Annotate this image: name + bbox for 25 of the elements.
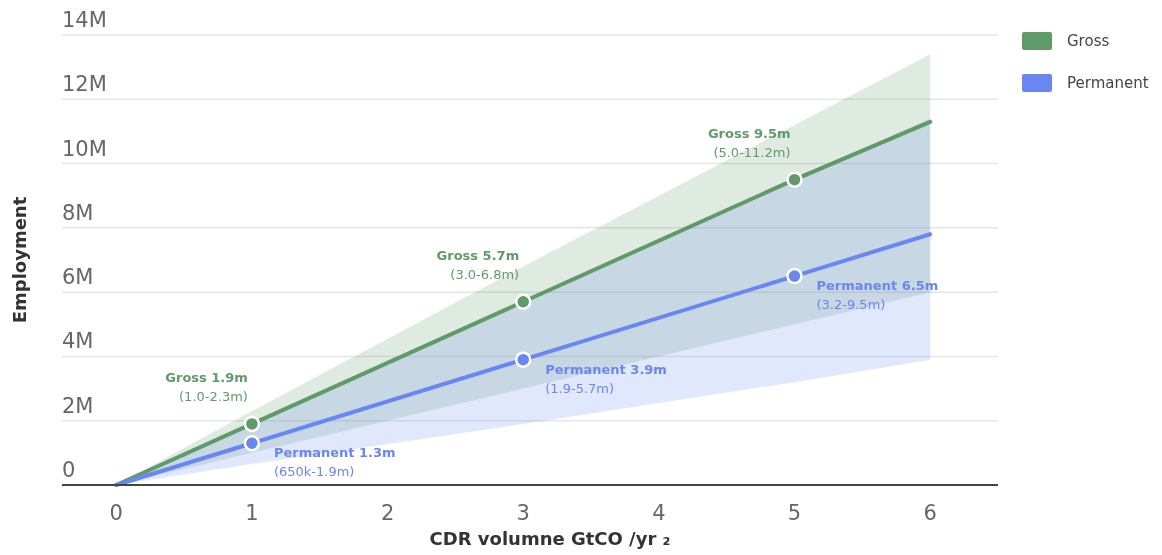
- y-axis-title: Employment: [9, 196, 30, 324]
- y-tick-label: 6M: [62, 265, 94, 290]
- y-tick-label: 12M: [62, 72, 107, 97]
- annotation: Gross 9.5m (5.0-11.2m): [707, 125, 791, 160]
- y-tick-label: 10M: [62, 136, 107, 161]
- y-tick-label: 8M: [62, 200, 94, 225]
- y-tick-label: 14M: [62, 8, 107, 32]
- annotation: Permanent 1.3m (650k-1.9m): [273, 445, 396, 480]
- y-tick-label: 2M: [62, 393, 94, 418]
- y-tick-label: 0: [62, 458, 76, 482]
- x-tick-label: 6: [923, 501, 937, 525]
- legend-label: Gross: [1067, 32, 1110, 50]
- annotation: Gross 1.9m (1.0-2.3m): [165, 369, 248, 404]
- y-tick-label: 4M: [62, 329, 94, 354]
- x-axis-title: CDR volumne GtCO /yr ₂: [429, 528, 671, 549]
- x-tick-label: 4: [652, 501, 666, 525]
- x-tick-label: 1: [245, 501, 259, 525]
- x-tick-label: 3: [516, 501, 530, 525]
- x-tick-label: 5: [787, 501, 802, 525]
- x-tick-label: 0: [109, 501, 123, 525]
- annotation: Gross 5.7m (3.0-6.8m): [436, 247, 520, 282]
- x-tick-label: 2: [380, 501, 395, 525]
- annotation: Permanent 3.9m (1.9-5.7m): [545, 361, 667, 396]
- legend-label: Permanent: [1067, 74, 1149, 92]
- annotation: Permanent 6.5m (3.2-9.5m): [816, 278, 939, 313]
